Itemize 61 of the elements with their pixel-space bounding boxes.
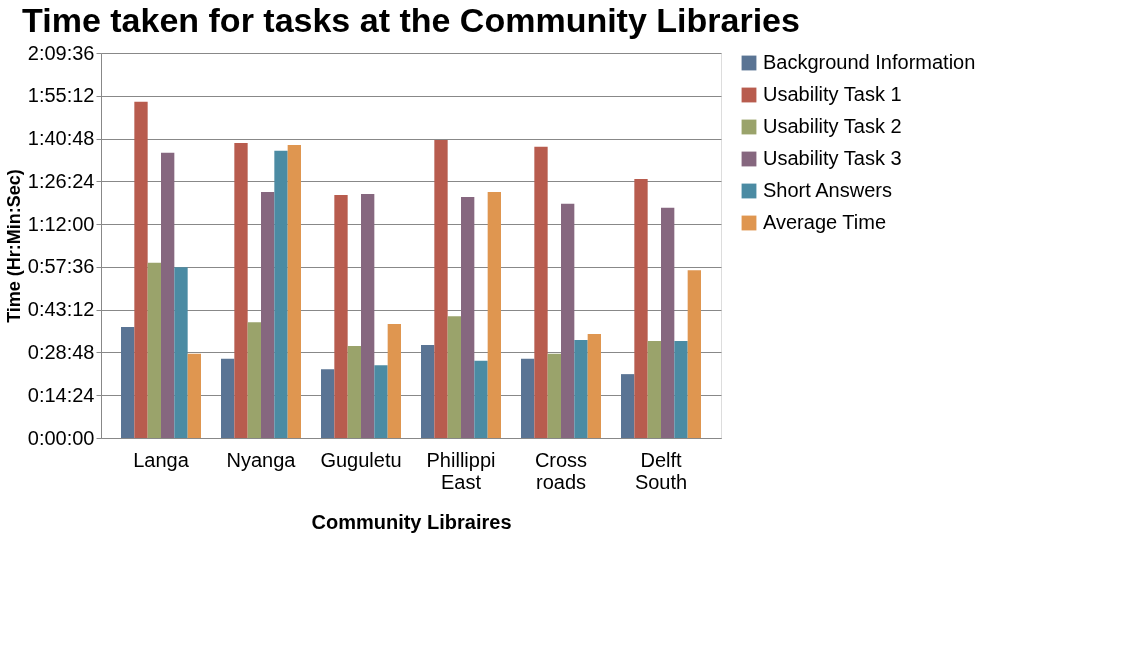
- y-axis-title: Time (Hr:Min:Sec): [3, 169, 24, 323]
- bar: [521, 358, 535, 438]
- x-tick-label: Delft South: [634, 448, 688, 493]
- bar: [347, 345, 361, 438]
- x-tick-label: Phillippi East: [426, 448, 496, 493]
- bar: [374, 365, 388, 438]
- bar: [661, 207, 675, 438]
- bar: [361, 193, 375, 438]
- bar: [547, 353, 561, 438]
- bar: [421, 344, 435, 438]
- bar: [321, 369, 335, 438]
- y-tick-label: 0:00:00: [27, 426, 95, 449]
- legend-label: Usability Task 2: [763, 115, 902, 137]
- x-tick-label: Guguletu: [320, 448, 402, 471]
- bar: [161, 152, 175, 438]
- bar: [621, 374, 635, 438]
- bar: [234, 142, 248, 438]
- bar: [387, 324, 401, 438]
- bar: [647, 340, 661, 438]
- legend-label: Short Answers: [763, 179, 892, 201]
- bar: [687, 270, 701, 438]
- bar: [561, 203, 575, 438]
- x-axis-title: Community Libraires: [311, 510, 512, 533]
- y-tick-label: 1:55:12: [27, 84, 95, 107]
- legend-label: Usability Task 3: [763, 147, 902, 169]
- bar: [574, 339, 588, 438]
- y-tick-label: 0:57:36: [27, 255, 95, 278]
- y-tick-label: 2:09:36: [27, 41, 95, 64]
- bar: [274, 150, 288, 438]
- legend-label: Background Information: [763, 51, 976, 73]
- y-tick-label: 1:12:00: [27, 212, 95, 235]
- bar: [674, 340, 688, 438]
- bar: [587, 334, 601, 438]
- y-tick-label: 0:14:24: [27, 383, 95, 406]
- bar: [461, 196, 475, 438]
- bar: [287, 144, 301, 438]
- chart-title: Time taken for tasks at the Community Libraries: [22, 1, 800, 39]
- bar: [174, 267, 188, 438]
- x-tick-label: Cross roads: [534, 448, 588, 493]
- bar: [474, 360, 488, 438]
- bar: [121, 327, 135, 438]
- bar: [334, 194, 348, 438]
- bar: [447, 316, 461, 438]
- bar: [147, 262, 161, 438]
- bar: [634, 179, 648, 438]
- bar: [434, 139, 448, 438]
- y-tick-label: 1:40:48: [27, 127, 95, 150]
- bar: [487, 191, 501, 438]
- legend-label: Usability Task 1: [763, 83, 902, 105]
- bar: [221, 358, 235, 438]
- bar: [261, 191, 275, 438]
- bar: [187, 353, 201, 438]
- x-tick-label: Nyanga: [226, 448, 297, 471]
- y-tick-label: 1:26:24: [27, 169, 95, 192]
- bar: [534, 146, 548, 438]
- bar: [247, 322, 261, 438]
- legend-label: Average Time: [763, 211, 887, 233]
- x-tick-label: Langa: [133, 448, 190, 471]
- bar: [134, 101, 148, 438]
- y-tick-label: 0:43:12: [27, 298, 95, 321]
- y-tick-label: 0:28:48: [27, 340, 95, 363]
